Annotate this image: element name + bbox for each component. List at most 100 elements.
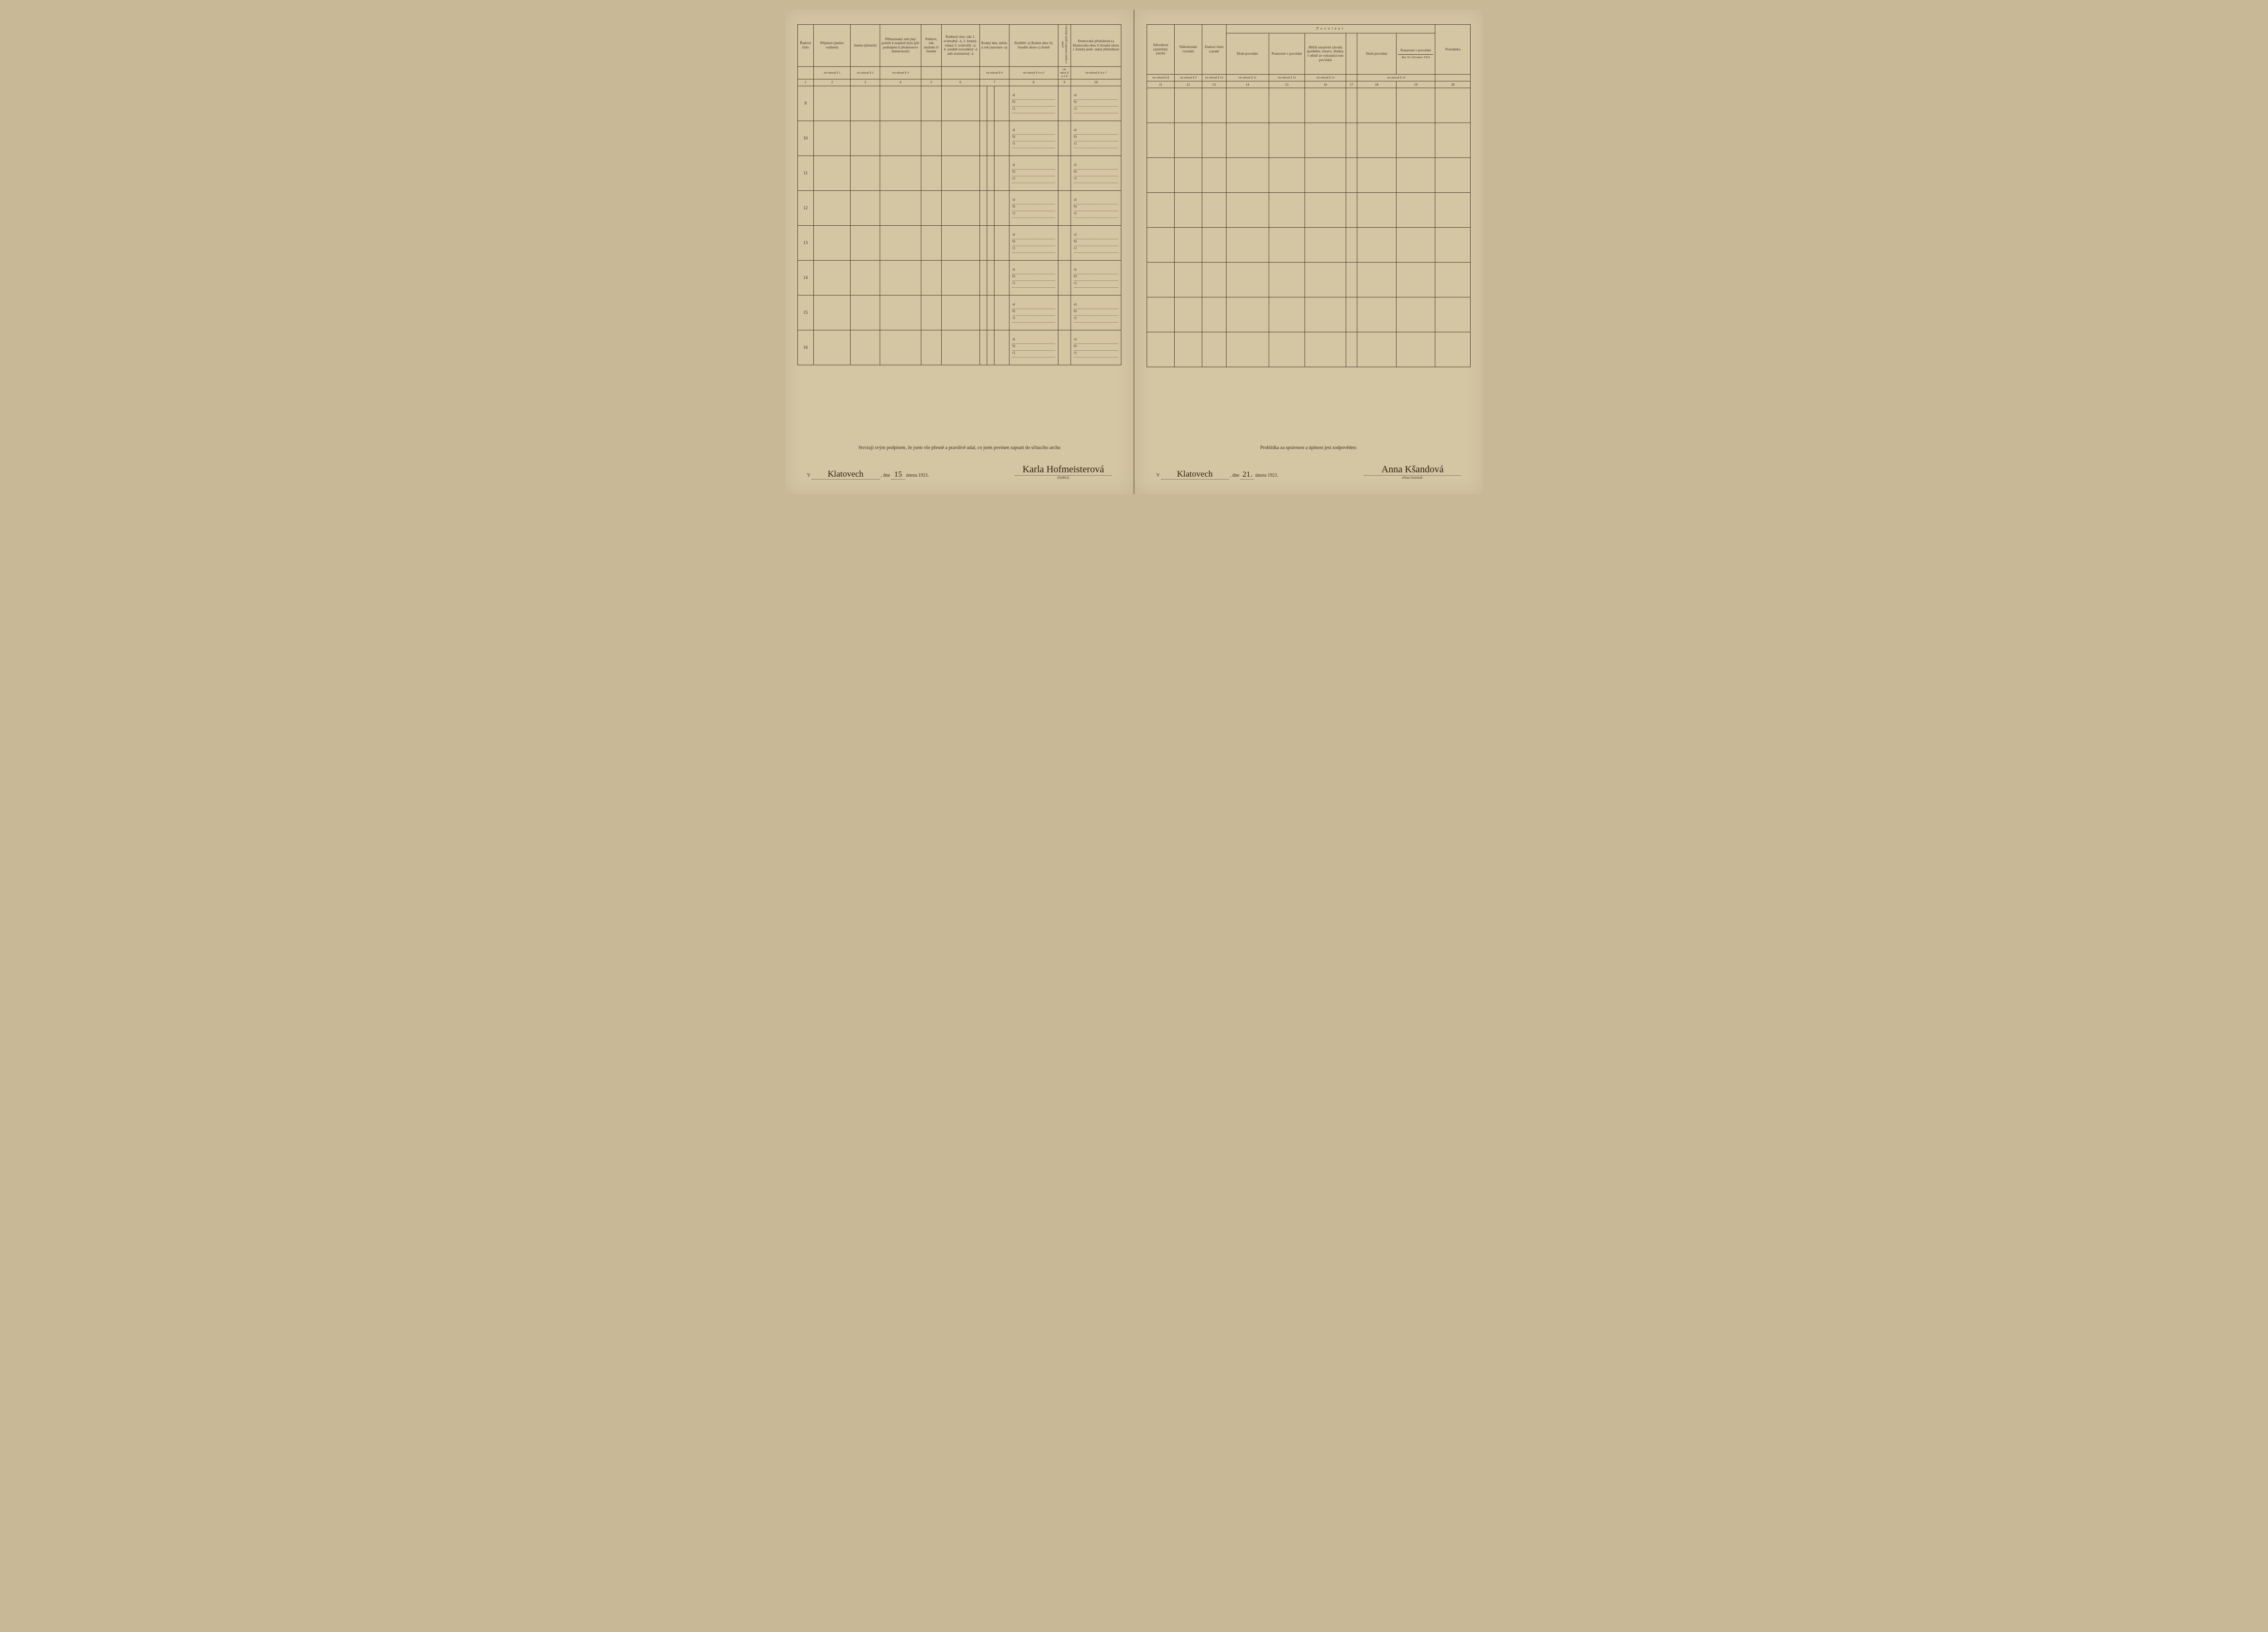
cell <box>979 225 987 260</box>
cell <box>1435 123 1471 158</box>
cell-abc: a) b) c) <box>1009 155 1058 190</box>
right-footer: Prohlídka za správnost a úplnost jest zo… <box>1147 445 1471 480</box>
cell-abc: a) b) c) <box>1009 121 1058 155</box>
cell-abc: a) b) c) <box>1009 190 1058 225</box>
col9-text: Od kdy bydlí zapsaná osoba v obci? <box>1061 26 1068 64</box>
cell <box>921 121 942 155</box>
cell <box>994 121 1010 155</box>
cell <box>1305 88 1346 123</box>
right-page: Národnost (mateřský jazyk) Náboženské vy… <box>1134 10 1483 494</box>
table-row <box>1147 158 1471 193</box>
cell <box>1147 88 1175 123</box>
cell <box>1226 297 1269 332</box>
num-cell: 8 <box>1009 79 1058 86</box>
cell <box>1147 263 1175 297</box>
table-row <box>1147 228 1471 263</box>
cell-abc: a) b) c) <box>1071 295 1121 330</box>
date-note: dne 16. července 1914 <box>1398 54 1434 59</box>
cell <box>880 86 921 121</box>
prefix: V <box>807 473 810 478</box>
col16-head: Bližší označení závodu (podniku, ústavu,… <box>1305 33 1346 75</box>
hint-cell <box>1435 75 1471 81</box>
cell <box>1396 228 1435 263</box>
num-cell: 9 <box>1058 79 1071 86</box>
cell <box>880 295 921 330</box>
cell <box>1357 332 1396 367</box>
col10-head: Domovská příslušnost (a Domovská obec b … <box>1071 25 1121 67</box>
cell <box>1435 228 1471 263</box>
signature-block: Anna Kšandová sčítací komisař. <box>1364 464 1461 480</box>
cell <box>1269 123 1305 158</box>
cell <box>851 330 880 365</box>
right-table: Národnost (mateřský jazyk) Náboženské vy… <box>1147 24 1471 367</box>
cell <box>1269 158 1305 193</box>
cell <box>880 190 921 225</box>
left-header-row: Řadové číslo Příjmení (jméno rodinné) Jm… <box>798 25 1121 67</box>
table-row: 12 a) b) c) a) b) c) <box>798 190 1121 225</box>
cell <box>851 260 880 295</box>
cell <box>1305 228 1346 263</box>
cell <box>979 86 987 121</box>
cell <box>813 121 851 155</box>
col20-head: Poznámka <box>1435 25 1471 75</box>
cell <box>1396 332 1435 367</box>
cell <box>941 260 979 295</box>
hint-cell: viz návo § a n § <box>1058 66 1071 79</box>
cell <box>987 330 994 365</box>
cell <box>813 295 851 330</box>
cell <box>921 190 942 225</box>
col18-text: Druh povolání <box>1366 51 1387 56</box>
cell <box>994 225 1010 260</box>
cell <box>1435 158 1471 193</box>
table-row <box>1147 88 1471 123</box>
table-row <box>1147 193 1471 228</box>
num-cell: 18 <box>1357 81 1396 88</box>
row-number: 13 <box>798 225 814 260</box>
cell <box>813 260 851 295</box>
cell <box>1058 86 1071 121</box>
cell <box>1202 263 1226 297</box>
hint-cell <box>921 66 942 79</box>
row-number: 11 <box>798 155 814 190</box>
col13-head: Znalost čtení a psaní <box>1202 25 1226 75</box>
cell-abc: a) b) c) <box>1071 225 1121 260</box>
cell <box>1058 190 1071 225</box>
cell <box>1346 228 1357 263</box>
row-number: 9 <box>798 86 814 121</box>
cell <box>994 86 1010 121</box>
cell-abc: a) b) c) <box>1071 155 1121 190</box>
cell <box>1202 228 1226 263</box>
cell <box>1174 228 1202 263</box>
num-cell: 3 <box>851 79 880 86</box>
num-cell: 2 <box>813 79 851 86</box>
num-cell: 16 <box>1305 81 1346 88</box>
cell <box>1305 123 1346 158</box>
hint-cell <box>941 66 979 79</box>
cell <box>1174 332 1202 367</box>
affirmation-text: Prohlídka za správnost a úplnost jest zo… <box>1147 445 1471 451</box>
num-cell: 6 <box>941 79 979 86</box>
hint-cell: viz návod § 4 a 5 <box>1009 66 1058 79</box>
col2-head: Příjmení (jméno rodinné) <box>813 25 851 67</box>
cell <box>1226 263 1269 297</box>
col14-head: Druh povolání <box>1226 33 1269 75</box>
cell <box>987 260 994 295</box>
num-cell: 17 <box>1346 81 1357 88</box>
cell <box>941 155 979 190</box>
cell <box>1058 260 1071 295</box>
cell <box>921 295 942 330</box>
cell <box>1346 193 1357 228</box>
cell <box>979 155 987 190</box>
col19-head: Postavení v povolání dne 16. července 19… <box>1396 33 1435 75</box>
cell <box>987 121 994 155</box>
cell <box>979 295 987 330</box>
cell <box>979 330 987 365</box>
col7-text: Rodný den, měsíc a rok (narozen -a) <box>981 41 1008 49</box>
right-num-row: 11 12 13 14 15 16 17 18 19 20 <box>1147 81 1471 88</box>
cell <box>1226 88 1269 123</box>
cell <box>1269 332 1305 367</box>
cell <box>921 260 942 295</box>
cell <box>1147 297 1175 332</box>
cell <box>813 86 851 121</box>
cell <box>979 190 987 225</box>
